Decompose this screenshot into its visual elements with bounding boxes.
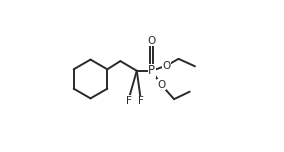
Text: O: O <box>162 60 171 71</box>
Text: O: O <box>148 36 156 46</box>
Text: F: F <box>137 96 143 106</box>
Text: O: O <box>157 80 166 90</box>
Text: F: F <box>126 96 132 106</box>
Text: P: P <box>148 64 155 77</box>
